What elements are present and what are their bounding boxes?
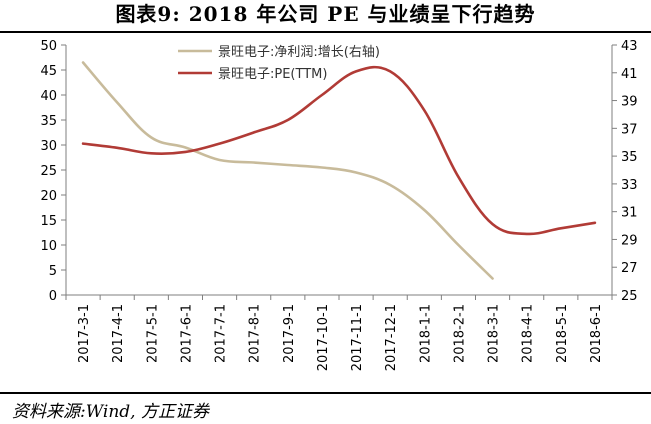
right-tick-label: 29 [621,233,638,248]
right-axis-ticks: 25 27 29 31 33 35 37 39 41 43 [612,39,638,304]
left-tick-label: 35 [40,114,57,129]
right-tick-label: 25 [621,289,638,304]
source-note: 资料来源:Wind, 方正证券 [12,402,209,422]
right-tick-label: 39 [621,95,638,110]
left-tick-label: 5 [49,264,57,279]
series-layer [81,61,597,280]
x-axis-ticks: 2017-3-1 2017-4-1 2017-5-1 2017-6-1 2017-7-1… [65,295,613,371]
left-axis-ticks: 0 5 10 15 20 25 30 35 40 45 50 [40,39,66,304]
x-tick-label: 2017-6-1 [179,304,194,363]
x-tick-label: 2018-5-1 [555,304,570,363]
series-line-net-profit-growth [81,61,494,280]
left-tick-label: 15 [40,214,57,229]
x-tick-label: 2017-3-1 [77,304,92,363]
x-tick-label: 2017-5-1 [145,304,160,363]
right-tick-label: 43 [621,39,638,54]
line-chart: 0 5 10 15 20 25 30 35 40 45 50 25 27 29 31 33 35 37 39 41 4… [40,39,638,371]
right-tick-label: 27 [621,261,638,276]
x-tick-label: 2018-3-1 [487,304,502,363]
left-tick-label: 40 [40,89,57,104]
x-tick-label: 2017-10-1 [316,304,331,371]
legend: 景旺电子:净利润:增长(右轴) 景旺电子:PE(TTM) [178,45,380,82]
series-line-pe-ttm [81,65,597,236]
left-tick-label: 30 [40,139,57,154]
left-tick-label: 50 [40,39,57,54]
title-divider [0,31,651,33]
left-tick-label: 45 [40,64,57,79]
x-tick-label: 2018-4-1 [521,304,536,363]
right-tick-label: 41 [621,67,638,82]
left-tick-label: 0 [49,289,57,304]
x-tick-label: 2017-4-1 [111,304,126,363]
x-tick-label: 2017-8-1 [248,304,263,363]
x-tick-label: 2018-1-1 [418,304,433,363]
x-tick-label: 2017-11-1 [350,304,365,371]
x-tick-label: 2017-9-1 [282,304,297,363]
left-tick-label: 25 [40,164,57,179]
x-tick-label: 2018-2-1 [452,304,467,363]
x-tick-label: 2018-6-1 [589,304,604,363]
right-tick-label: 33 [621,178,638,193]
right-tick-label: 31 [621,206,638,221]
right-tick-label: 35 [621,150,638,165]
x-tick-label: 2017-12-1 [384,304,399,371]
source-divider [0,392,651,394]
chart-title: 图表9: 2018 年公司 PE 与业绩呈下行趋势 [115,2,536,26]
legend-label-net-profit-growth: 景旺电子:净利润:增长(右轴) [218,45,380,60]
right-tick-label: 37 [621,122,638,137]
left-tick-label: 10 [40,239,57,254]
x-tick-label: 2017-7-1 [214,304,229,363]
legend-label-pe-ttm: 景旺电子:PE(TTM) [218,67,327,82]
left-tick-label: 20 [40,189,57,204]
